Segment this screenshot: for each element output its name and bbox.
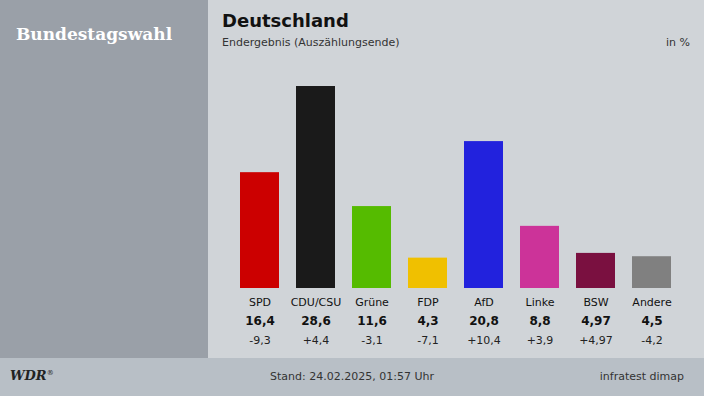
svg-text:4,3: 4,3	[417, 314, 438, 328]
svg-text:-9,3: -9,3	[249, 334, 270, 347]
svg-text:FDP: FDP	[417, 296, 439, 309]
svg-text:20,8: 20,8	[469, 314, 499, 328]
svg-text:4,5: 4,5	[641, 314, 662, 328]
html-text:WDR®: WDR®	[10, 368, 54, 383]
svg-text:11,6: 11,6	[357, 314, 387, 328]
svg-text:Grüne: Grüne	[355, 296, 389, 309]
svg-text:16,4: 16,4	[245, 314, 275, 328]
svg-text:AfD: AfD	[474, 296, 493, 309]
svg-text:8,8: 8,8	[529, 314, 550, 328]
svg-text:+3,9: +3,9	[527, 334, 554, 347]
html-text:infratest dimap: infratest dimap	[599, 370, 684, 383]
html-text:in %: in %	[666, 36, 690, 49]
html-text:Endergebnis (Auszählungsende): Endergebnis (Auszählungsende)	[222, 36, 400, 49]
svg-text:-7,1: -7,1	[417, 334, 438, 347]
svg-text:+4,97: +4,97	[579, 334, 613, 347]
svg-text:-3,1: -3,1	[361, 334, 382, 347]
svg-text:-4,2: -4,2	[641, 334, 662, 347]
html-text:Deutschland: Deutschland	[222, 10, 349, 31]
html-text:Bundestagswahl: Bundestagswahl	[16, 24, 173, 44]
svg-text:28,6: 28,6	[301, 314, 331, 328]
svg-text:SPD: SPD	[249, 296, 271, 309]
svg-text:Linke: Linke	[526, 296, 555, 309]
html-text:Stand: 24.02.2025, 01:57 Uhr: Stand: 24.02.2025, 01:57 Uhr	[270, 370, 434, 383]
svg-text:+10,4: +10,4	[467, 334, 501, 347]
svg-text:BSW: BSW	[583, 296, 608, 309]
svg-text:+4,4: +4,4	[303, 334, 330, 347]
svg-text:CDU/CSU: CDU/CSU	[291, 296, 342, 309]
svg-text:4,97: 4,97	[581, 314, 611, 328]
svg-text:Andere: Andere	[632, 296, 672, 309]
